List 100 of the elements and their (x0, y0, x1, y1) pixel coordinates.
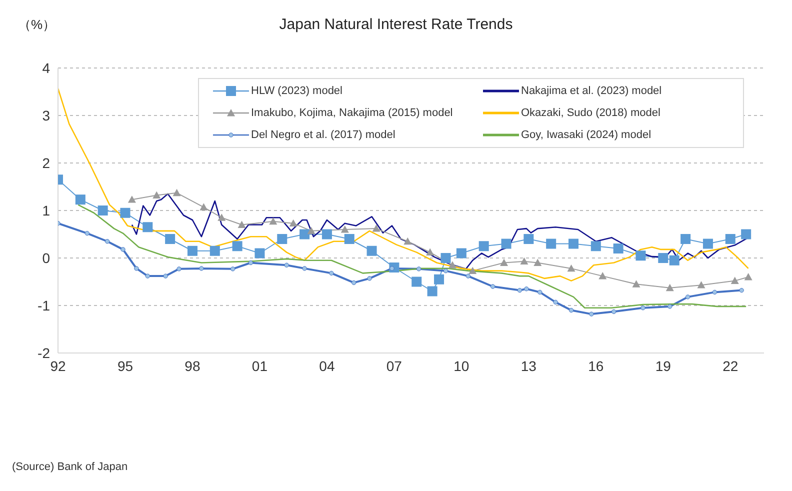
x-tick-label: 07 (386, 358, 402, 374)
point (120, 208, 130, 218)
point (367, 276, 372, 281)
point (613, 244, 624, 254)
point (739, 288, 744, 293)
point (598, 272, 607, 280)
point (176, 266, 182, 272)
point (254, 248, 265, 258)
point (372, 224, 380, 232)
y-tick-label: 2 (42, 154, 50, 171)
point (329, 270, 334, 276)
point (75, 194, 86, 205)
point (658, 253, 668, 263)
point (340, 226, 349, 233)
point (366, 246, 377, 256)
point (269, 217, 278, 225)
point (538, 290, 542, 295)
point (611, 309, 616, 314)
point (534, 258, 542, 266)
point (128, 196, 136, 203)
point (517, 288, 522, 293)
point (680, 234, 691, 244)
point (478, 241, 489, 252)
x-tick-label: 16 (588, 358, 604, 374)
point (187, 246, 198, 256)
line-series (58, 88, 749, 282)
point (741, 229, 752, 240)
point (500, 258, 508, 266)
point (466, 274, 470, 278)
point (520, 257, 528, 265)
point (248, 260, 254, 266)
chart-title: Japan Natural Interest Rate Trends (279, 16, 513, 33)
y-tick-label: 1 (42, 202, 50, 218)
point (142, 222, 153, 232)
point (289, 219, 298, 227)
text: (Source) Bank of Japan (12, 461, 128, 473)
point (524, 234, 534, 244)
point (165, 234, 176, 244)
x-tick-label: 22 (722, 358, 738, 374)
point (668, 304, 672, 309)
point (404, 237, 412, 245)
point (730, 276, 739, 284)
point (134, 266, 139, 271)
point (210, 246, 220, 256)
point (590, 241, 601, 252)
y-tick-label: -2 (38, 344, 50, 361)
point (412, 276, 422, 287)
x-tick-label: 19 (655, 358, 672, 374)
x-tick-label: 98 (184, 358, 200, 374)
point (567, 264, 576, 272)
point (440, 253, 451, 263)
y-axis-title: （%） (18, 16, 56, 34)
x-tick-label: 04 (319, 358, 335, 374)
point (685, 294, 690, 300)
point (427, 286, 438, 296)
legend-label: HLW (2023) model (251, 85, 342, 97)
point (636, 250, 646, 261)
point (669, 255, 680, 266)
point (232, 241, 242, 252)
point (344, 234, 354, 244)
legend-label: Imakubo, Kojima, Nakajima (2015) model (251, 107, 453, 119)
legend-label: Del Negro et al. (2017) model (251, 129, 396, 141)
point (553, 300, 558, 305)
point (490, 284, 496, 289)
point (426, 248, 434, 256)
point (640, 306, 646, 310)
x-tick-label: 01 (252, 358, 268, 374)
point (163, 274, 168, 278)
point (145, 274, 150, 278)
y-tick-label: 4 (42, 60, 50, 76)
legend-label: Nakajima et al. (2023) model (521, 85, 662, 97)
x-tick-label: 13 (520, 358, 537, 374)
x-tick-label: 95 (117, 358, 134, 374)
y-tick-label: 3 (42, 107, 50, 124)
point (546, 238, 556, 249)
point (218, 214, 226, 221)
point (98, 206, 108, 216)
point (307, 226, 316, 234)
point (434, 274, 444, 284)
point (744, 273, 752, 280)
point (666, 284, 674, 292)
point (284, 262, 289, 268)
point (199, 266, 204, 271)
point (200, 203, 208, 210)
point (697, 281, 706, 288)
point (456, 248, 466, 258)
point (120, 247, 126, 252)
point (501, 238, 512, 249)
point (524, 286, 529, 292)
legend-label: Okazaki, Sudo (2018) model (521, 107, 660, 119)
y-tick-label: 0 (42, 250, 50, 266)
point (352, 280, 356, 286)
point (300, 229, 310, 240)
point (104, 239, 110, 244)
point (468, 266, 477, 274)
point (448, 261, 456, 268)
point (568, 308, 574, 313)
point (416, 266, 422, 272)
point (443, 268, 448, 274)
point (230, 266, 236, 272)
